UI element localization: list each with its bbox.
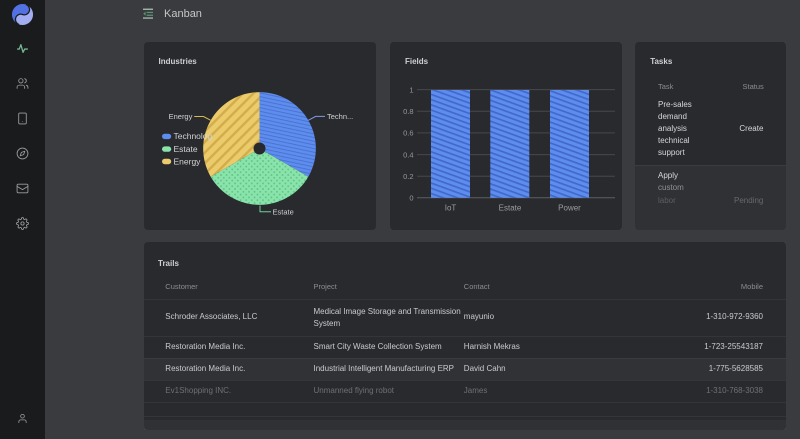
svg-text:Estate: Estate <box>499 204 522 213</box>
svg-text:Power: Power <box>558 204 581 213</box>
svg-text:Estate: Estate <box>272 208 293 217</box>
svg-text:0.2: 0.2 <box>403 172 413 181</box>
svg-text:0.6: 0.6 <box>403 129 413 138</box>
svg-text:Techn...: Techn... <box>327 112 353 121</box>
svg-text:Estate: Estate <box>173 144 197 154</box>
svg-text:Technolog: Technolog <box>173 131 212 141</box>
svg-text:1: 1 <box>409 85 413 94</box>
svg-text:0.4: 0.4 <box>403 150 413 159</box>
svg-text:0.8: 0.8 <box>403 107 413 116</box>
svg-text:0: 0 <box>409 194 413 203</box>
svg-text:Energy: Energy <box>168 112 192 121</box>
svg-text:IoT: IoT <box>445 204 457 213</box>
svg-text:Energy: Energy <box>173 156 201 166</box>
